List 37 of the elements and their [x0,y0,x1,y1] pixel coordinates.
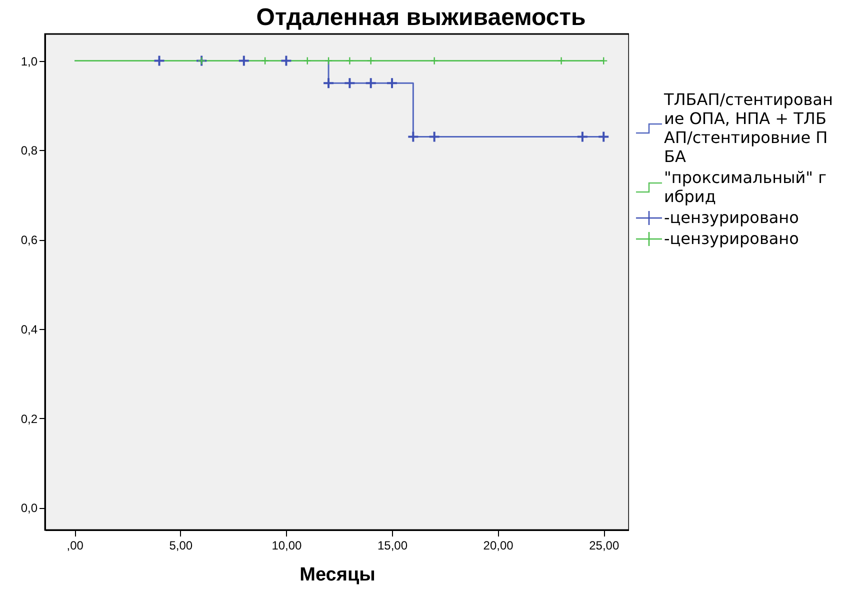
legend-label: ТЛБАП/стентирование ОПА, НПА + ТЛБАП/стентировние ПБА [664,90,834,166]
point [238,54,250,67]
x-axis-title: Месяцы [300,564,376,586]
point [364,77,377,90]
point [366,56,375,65]
point [346,56,354,65]
chart-title: Отдаленная выживаемость [256,4,586,31]
y-tick-label: 0,8 [20,144,38,158]
point [428,130,440,143]
point [322,77,335,90]
point [598,130,610,143]
x-tick-label: ,00 [66,538,84,552]
legend-label: -цензурировано [664,208,799,227]
point [303,56,312,65]
point [576,130,588,143]
legend-label: -цензурировано [664,229,799,248]
x-tick-label: 10,00 [272,538,302,552]
point [280,54,292,67]
point [599,56,608,65]
point [386,77,398,90]
x-tick-label: 15,00 [378,538,408,552]
legend-label: "проксимальный" гибрид [664,168,828,206]
x-tick-label: 25,00 [589,538,620,552]
x-tick-label: 5,00 [169,538,193,552]
y-tick-label: 0,2 [20,412,38,426]
point [430,56,438,65]
y-tick-label: 0,6 [20,233,38,248]
point [344,77,356,90]
y-tick-label: 0,0 [20,501,38,516]
y-tick-label: 0,4 [20,322,38,336]
y-tick-label: 1,0 [20,54,38,68]
point [153,54,166,67]
point [324,56,333,65]
point [260,56,270,65]
point [407,130,420,143]
point [557,56,566,65]
x-tick-label: 20,00 [483,538,514,552]
